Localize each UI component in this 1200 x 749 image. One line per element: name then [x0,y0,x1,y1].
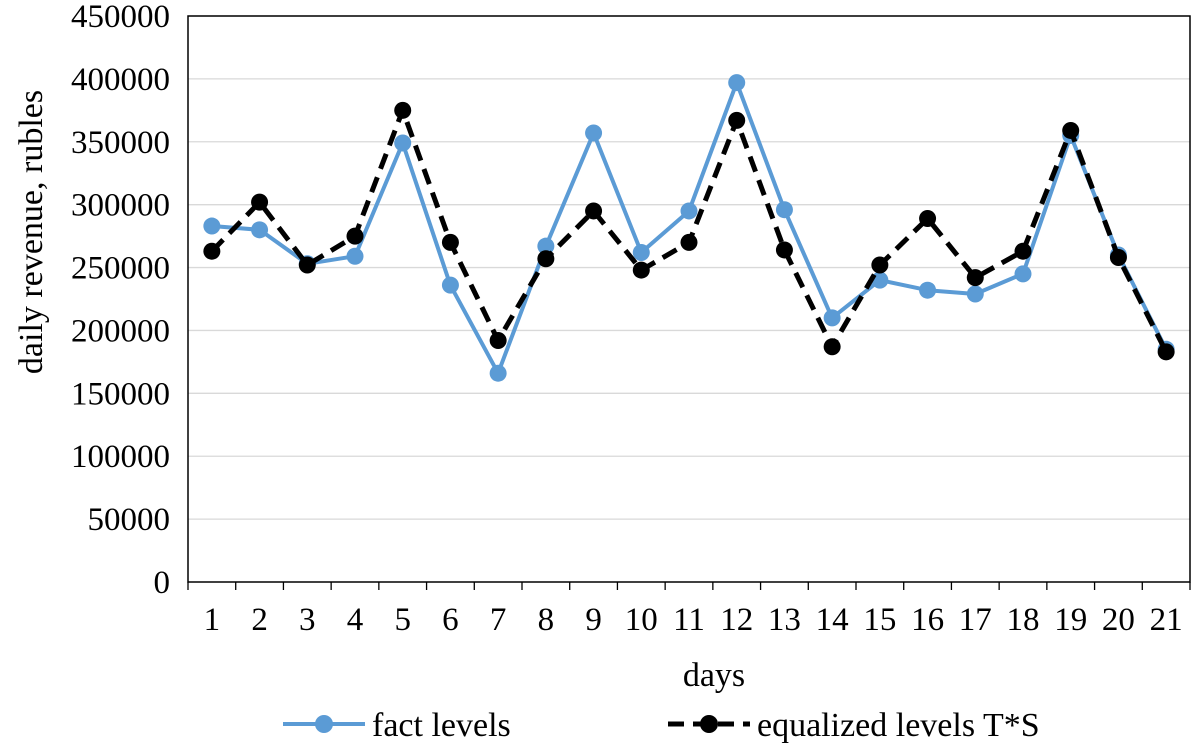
data-point [728,74,746,92]
data-point [919,281,937,299]
data-point [632,261,650,279]
y-tick-label: 0 [154,565,171,601]
x-tick-label: 5 [394,602,411,638]
data-point [251,193,269,211]
data-point [537,250,555,268]
x-tick-labels: 1 2 3 4 5 6 7 8 9 10 11 12 13 14 15 16 17 18 19 20 21 [204,602,1183,638]
data-point [775,201,793,219]
y-tick-label: 200000 [71,313,170,349]
series-1 [203,101,1175,361]
series-0 [203,74,1175,382]
legend-swatch-fact-levels-marker [315,715,333,733]
x-tick-label: 3 [299,602,316,638]
x-axis-title: days [683,657,745,694]
legend-label-equalized-levels: equalized levels T*S [757,707,1040,744]
legend-item-fact-levels: fact levels [283,707,511,744]
x-tick-label: 8 [538,602,555,638]
y-axis-title: daily revenue, rubles [13,90,50,374]
y-tick-label: 150000 [71,376,170,412]
data-point [489,332,507,350]
y-tick-label: 250000 [71,251,170,287]
y-tick-label: 100000 [71,439,170,475]
data-point [346,227,364,245]
data-point [203,242,221,260]
y-tick-label: 350000 [71,125,170,161]
x-tick-label: 6 [442,602,459,638]
x-tick-label: 15 [863,602,896,638]
axes [187,15,1191,590]
y-tick-label: 300000 [71,188,170,224]
data-point [537,237,555,255]
x-tick-label: 20 [1102,602,1135,638]
data-point [585,124,603,142]
data-point [919,210,937,228]
x-tick-label: 16 [911,602,944,638]
data-point [394,134,412,152]
data-point [251,221,269,239]
x-tick-label: 11 [673,602,705,638]
data-point [346,247,364,265]
data-point [775,241,793,259]
data-point [1157,343,1175,361]
y-tick-labels: 0 50000 100000 150000 200000 250000 300000 3500… [71,0,170,601]
data-point [680,202,698,220]
legend-swatch-equalized-levels-marker [700,715,718,733]
x-tick-label: 21 [1150,602,1183,638]
x-tick-label: 18 [1007,602,1040,638]
x-tick-label: 19 [1054,602,1087,638]
x-tick-label: 4 [347,602,364,638]
data-point [394,101,412,119]
x-tick-label: 2 [251,602,268,638]
x-tick-label: 9 [585,602,602,638]
y-tick-label: 50000 [88,502,171,538]
x-tick-label: 13 [768,602,801,638]
data-point [585,202,603,220]
data-point [1014,242,1032,260]
legend-item-equalized-levels: equalized levels T*S [668,707,1040,744]
data-point [823,309,841,327]
data-series [203,74,1175,382]
y-tick-label: 450000 [71,0,170,35]
y-tick-label: 400000 [71,62,170,98]
data-point [1062,121,1080,139]
data-point [966,285,984,303]
data-point [441,276,459,294]
data-point [871,256,889,274]
data-point [966,269,984,287]
x-tick-label: 12 [720,602,753,638]
legend-label-fact-levels: fact levels [372,707,511,744]
data-point [1109,248,1127,266]
data-point [680,233,698,251]
x-tick-label: 14 [816,602,849,638]
data-point [823,338,841,356]
data-point [489,364,507,382]
x-tick-label: 7 [490,602,507,638]
x-tick-label: 1 [204,602,221,638]
plot-frame [187,15,1191,583]
data-point [298,256,316,274]
legend: fact levels equalized levels T*S [283,707,1040,744]
data-point [441,233,459,251]
x-tick-label: 17 [959,602,992,638]
data-point [728,111,746,129]
x-tick-label: 10 [625,602,658,638]
data-point [632,243,650,261]
data-point [1014,265,1032,283]
data-point [203,217,221,235]
